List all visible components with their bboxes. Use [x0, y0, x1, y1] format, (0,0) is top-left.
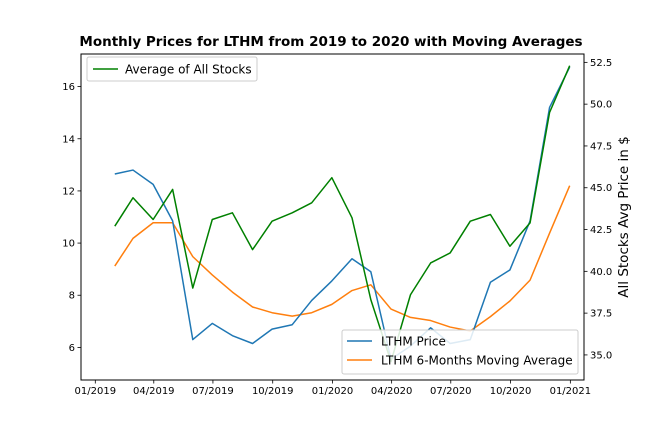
x-axis: 01/2019 04/2019 07/2019 10/2019 01/2020 04/20… [75, 380, 592, 397]
y-left-tick-label: 10 [62, 239, 75, 250]
y-axis-left: 6 8 10 12 14 16 [62, 82, 81, 354]
x-tick-label: 01/2019 [75, 386, 117, 397]
legend-upper-left: Average of All Stocks [86, 56, 258, 82]
y-axis-right: 35.0 37.5 40.0 42.5 45.0 47.5 50.0 52.5 [584, 58, 612, 361]
y-left-tick-label: 8 [69, 291, 75, 302]
y-right-tick-label: 50.0 [590, 100, 612, 111]
y-left-tick-label: 12 [62, 186, 75, 197]
series-line-lthm-price [114, 66, 571, 360]
y-axis-right-label: All Stocks Avg Price in $ [616, 136, 632, 297]
legend-label-lthm-price: LTHM Price [381, 335, 446, 349]
y-right-tick-label: 37.5 [590, 309, 612, 320]
legend-box [341, 329, 579, 375]
y-right-tick-label: 40.0 [590, 267, 612, 278]
legend-lower-right: LTHM Price LTHM 6-Months Moving Average [341, 329, 579, 375]
chart-title: Monthly Prices for LTHM from 2019 to 202… [79, 34, 582, 50]
y-right-tick-label: 45.0 [590, 183, 612, 194]
x-tick-label: 01/2020 [312, 386, 354, 397]
series-layer [114, 65, 571, 363]
x-tick-label: 07/2020 [430, 386, 472, 397]
legend-label-average-of-all-stocks: Average of All Stocks [125, 63, 252, 77]
y-right-tick-label: 42.5 [590, 225, 612, 236]
y-right-tick-label: 52.5 [590, 58, 612, 69]
x-tick-label: 04/2019 [133, 386, 175, 397]
y-right-tick-label: 47.5 [590, 141, 612, 152]
x-tick-label: 07/2019 [192, 386, 234, 397]
x-tick-label: 10/2019 [252, 386, 294, 397]
series-line-average-of-all-stocks [114, 65, 571, 363]
y-left-tick-label: 16 [62, 82, 75, 93]
x-tick-label: 10/2020 [490, 386, 532, 397]
series-line-lthm-6-months-moving-average [114, 185, 571, 332]
legend-label-lthm-6-months-moving-average: LTHM 6-Months Moving Average [381, 354, 573, 368]
y-left-tick-label: 6 [69, 343, 75, 354]
x-tick-label: 04/2020 [371, 386, 413, 397]
legend-box [86, 56, 258, 82]
y-right-tick-label: 35.0 [590, 350, 612, 361]
x-tick-label: 01/2021 [550, 386, 592, 397]
y-left-tick-label: 14 [62, 134, 75, 145]
